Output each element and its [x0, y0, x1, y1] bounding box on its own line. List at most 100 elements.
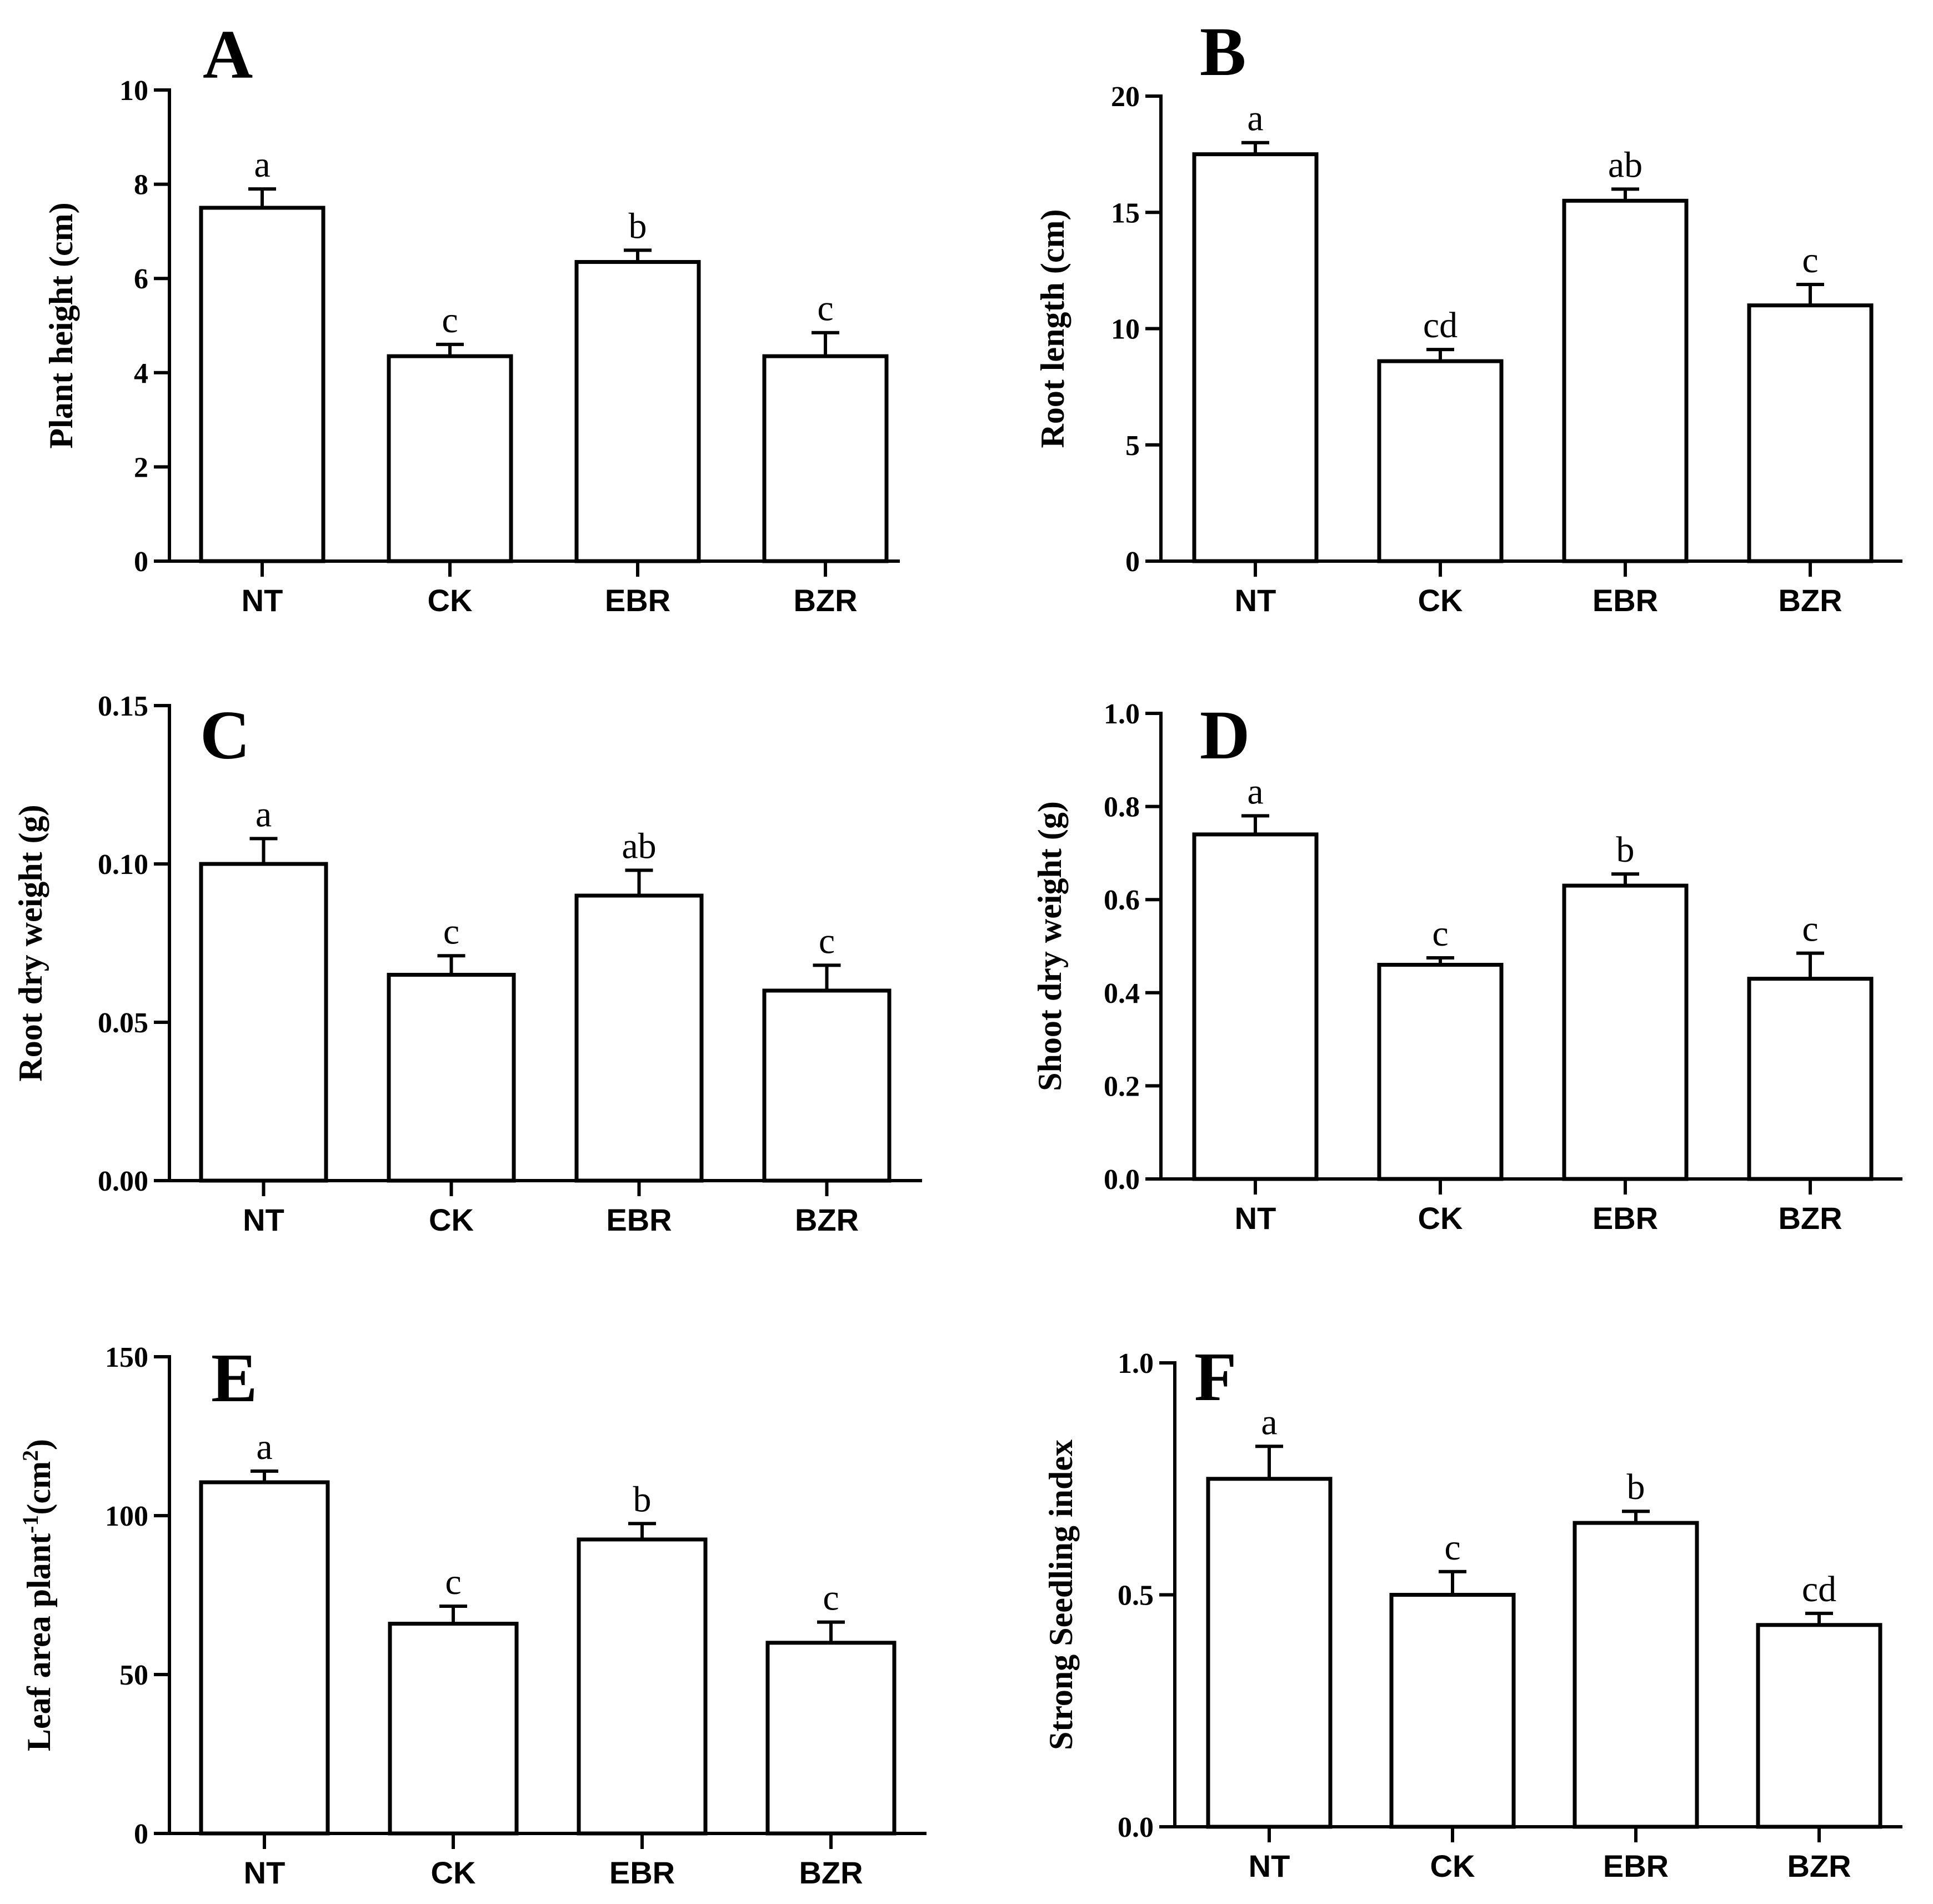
y-axis-title-superscript: -1 — [18, 1515, 43, 1533]
y-tick-label: 0.15 — [98, 691, 148, 722]
bar-bzr — [762, 354, 889, 563]
y-tick-label: 0 — [134, 546, 148, 578]
x-tick-label: BZR — [1778, 1201, 1842, 1236]
bar-nt — [1192, 152, 1319, 563]
chart-panel-c: 0.00 0.05 0.10 0.15 a NT c CK ab EBR c BZR C Root dry… — [12, 691, 922, 1237]
y-tick-label: 1.0 — [1118, 1348, 1154, 1380]
y-tick-label: 8 — [134, 169, 148, 201]
bar-bzr — [765, 1641, 897, 1836]
x-tick-label: NT — [1235, 1201, 1276, 1236]
bar-nt — [199, 1480, 330, 1836]
y-tick-label: 50 — [119, 1660, 148, 1691]
significance-label: ab — [1608, 144, 1642, 185]
significance-label: c — [1432, 913, 1448, 954]
bar-bzr — [762, 988, 892, 1183]
bar-bzr — [1747, 977, 1874, 1181]
x-tick-label: BZR — [1787, 1848, 1851, 1883]
x-tick-label: EBR — [606, 1202, 672, 1237]
bar-ck — [1377, 963, 1504, 1181]
y-tick-label: 1.0 — [1104, 698, 1140, 730]
significance-label: ab — [622, 826, 656, 866]
x-tick-label: CK — [1430, 1848, 1475, 1883]
bar-ck — [387, 354, 513, 563]
y-tick-label: 0 — [1125, 546, 1140, 578]
x-tick-label: NT — [244, 1855, 286, 1890]
y-axis-title: Plant height (cm) — [43, 202, 79, 448]
x-tick-label: BZR — [799, 1855, 863, 1890]
bar-nt — [1192, 832, 1319, 1181]
x-tick-label: EBR — [1593, 583, 1658, 618]
bar-ck — [1389, 1593, 1516, 1829]
bar-ebr — [1573, 1521, 1699, 1829]
significance-label: b — [633, 1479, 652, 1520]
bar-nt — [1206, 1477, 1333, 1829]
panel-letter: F — [1194, 1339, 1236, 1416]
significance-label: a — [1247, 98, 1263, 139]
significance-label: b — [629, 206, 647, 246]
bar-ck — [387, 973, 516, 1183]
significance-label: cd — [1423, 305, 1458, 346]
significance-label: c — [817, 288, 833, 329]
y-tick-label: 0.6 — [1104, 884, 1140, 916]
y-axis-title: Root length (cm) — [1034, 209, 1071, 448]
chart-panel-d: 0.0 0.2 0.4 0.6 0.8 1.0 a NT c CK b EBR c BZR D Shoot d… — [1031, 697, 1902, 1236]
y-tick-label: 4 — [134, 358, 148, 389]
panel-letter: E — [211, 1340, 257, 1417]
significance-label: a — [1247, 771, 1263, 812]
x-tick-label: NT — [242, 583, 283, 618]
y-tick-label: 20 — [1111, 81, 1140, 113]
y-tick-label: 0.8 — [1104, 792, 1140, 823]
significance-label: c — [1444, 1527, 1460, 1568]
y-axis-title-superscript: 2 — [18, 1450, 43, 1461]
y-tick-label: 2 — [134, 452, 148, 483]
x-tick-label: EBR — [1593, 1201, 1658, 1236]
y-axis-title: Root dry weight (g) — [12, 804, 49, 1081]
bar-ebr — [1562, 198, 1689, 563]
x-tick-label: NT — [243, 1202, 284, 1237]
y-axis-title-part: ) — [21, 1439, 57, 1450]
bar-ebr — [574, 893, 704, 1183]
y-tick-label: 0.10 — [98, 849, 148, 881]
y-axis-title: Leaf area plant-1(cm2) — [18, 1439, 58, 1751]
chart-panel-f: 0.0 0.5 1.0 a NT c CK b EBR cd BZR F Strong Seedling… — [1043, 1339, 1902, 1883]
bar-nt — [199, 862, 328, 1183]
chart-panel-e: 0 50 100 150 a NT c CK b EBR c BZR E Leaf area plant-… — [18, 1340, 927, 1890]
x-tick-label: EBR — [609, 1855, 675, 1890]
y-tick-label: 0.00 — [98, 1166, 148, 1197]
significance-label: c — [819, 921, 835, 961]
y-tick-label: 0.4 — [1104, 978, 1140, 1010]
y-tick-label: 0.2 — [1104, 1071, 1140, 1102]
significance-label: c — [445, 1562, 461, 1602]
y-tick-label: 0.05 — [98, 1007, 148, 1039]
y-tick-label: 0.0 — [1118, 1812, 1154, 1843]
significance-label: a — [254, 144, 270, 185]
panel-letter: B — [1200, 14, 1246, 91]
bar-nt — [199, 206, 325, 563]
significance-label: c — [1802, 909, 1818, 949]
bar-bzr — [1747, 303, 1874, 563]
x-tick-label: NT — [1249, 1848, 1290, 1883]
y-tick-label: 10 — [119, 75, 148, 107]
significance-label: b — [1616, 829, 1635, 870]
panel-letter: A — [203, 17, 253, 93]
bar-ck — [388, 1621, 519, 1836]
x-tick-label: EBR — [605, 583, 670, 618]
panel-letter: D — [1200, 697, 1250, 774]
y-tick-label: 0 — [134, 1818, 148, 1850]
significance-label: b — [1627, 1467, 1645, 1507]
significance-label: a — [1261, 1402, 1277, 1442]
y-tick-label: 100 — [105, 1501, 148, 1532]
y-tick-label: 150 — [105, 1342, 148, 1373]
panel-letter: C — [200, 697, 250, 774]
x-tick-label: NT — [1235, 583, 1276, 618]
bar-ck — [1377, 359, 1504, 563]
y-tick-label: 10 — [1111, 314, 1140, 346]
x-tick-label: CK — [429, 1202, 474, 1237]
y-tick-label: 0.0 — [1104, 1164, 1140, 1196]
bar-ebr — [1562, 883, 1689, 1181]
x-tick-label: BZR — [795, 1202, 859, 1237]
bar-ebr — [577, 1537, 708, 1836]
significance-label: c — [442, 300, 458, 341]
x-tick-label: CK — [1418, 583, 1463, 618]
